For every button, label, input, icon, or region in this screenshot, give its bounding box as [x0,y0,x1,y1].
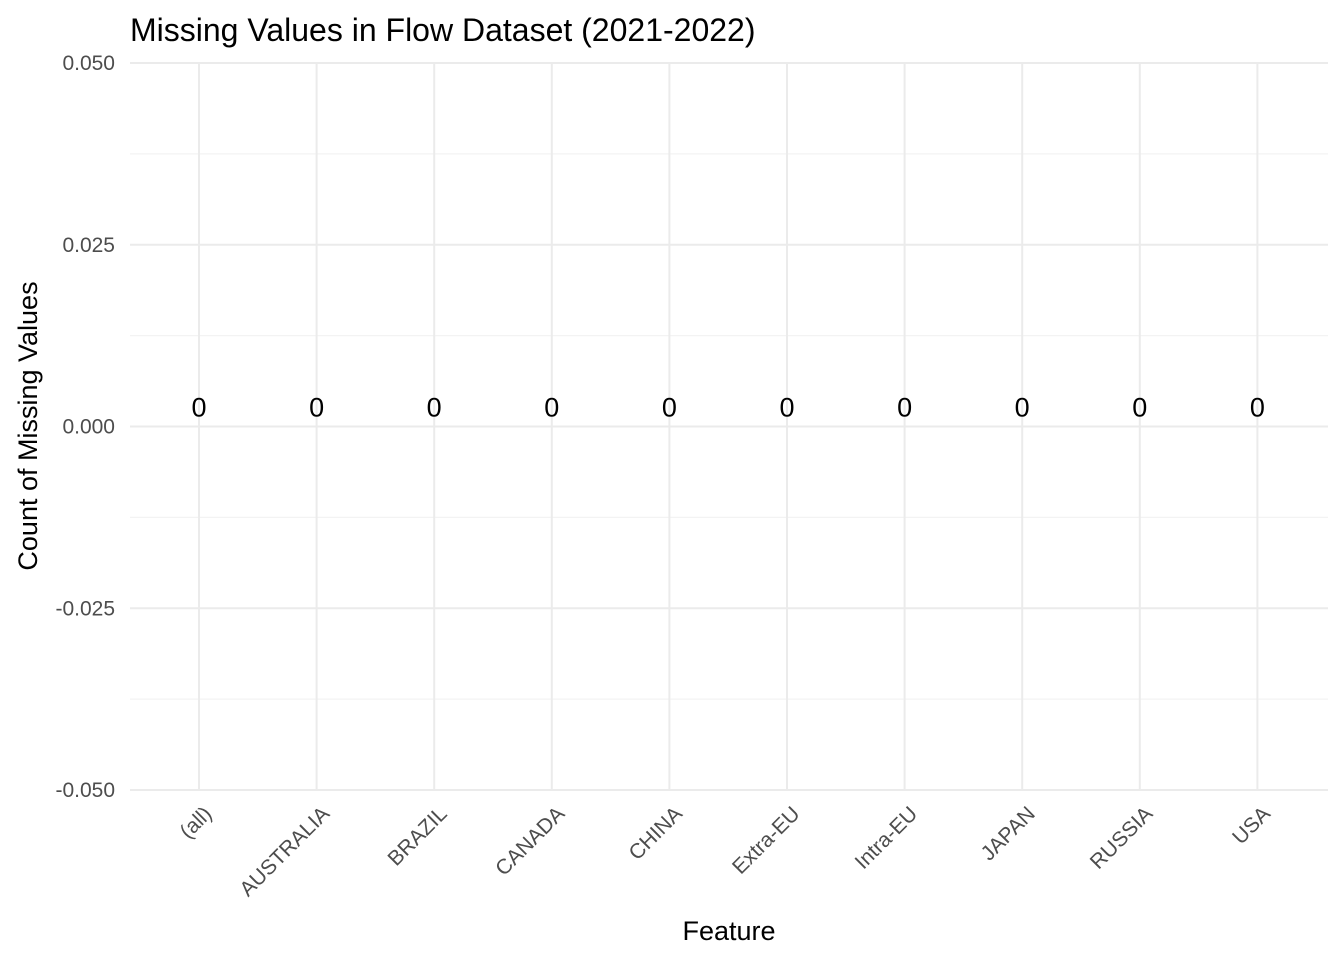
y-tick-label: -0.050 [55,779,115,802]
x-axis-ticks: (all) AUSTRALIA BRAZIL CANADA CHINA Extra-EU I… [176,802,1275,901]
y-tick-label: 0.025 [62,234,115,257]
y-axis-title: Count of Missing Values [13,281,43,570]
x-tick-label: RUSSIA [1086,802,1158,874]
bar-data-label: 0 [897,393,912,423]
y-tick-label: -0.025 [55,597,115,620]
x-tick-label: JAPAN [977,802,1040,865]
x-tick-label: Extra-EU [728,802,805,879]
bar-data-label: 0 [662,393,677,423]
y-axis-ticks: -0.050 -0.025 0.000 0.025 0.050 [55,52,115,802]
bar-data-label: 0 [544,393,559,423]
bar-data-label: 0 [779,393,794,423]
x-axis-title: Feature [682,916,775,946]
bar-data-label: 0 [1250,393,1265,423]
y-tick-label: 0.000 [62,416,115,439]
chart-title: Missing Values in Flow Dataset (2021-202… [130,12,755,48]
x-tick-label: BRAZIL [383,802,451,870]
x-tick-label: CANADA [491,802,569,880]
bar-data-label: 0 [1015,393,1030,423]
grid-layer [130,62,1328,791]
x-tick-label: AUSTRALIA [235,802,334,901]
bar-data-label: 0 [1132,393,1147,423]
x-tick-label: (all) [176,802,217,843]
y-tick-label: 0.050 [62,52,115,75]
bar-data-label: 0 [191,393,206,423]
bar-data-label: 0 [427,393,442,423]
x-tick-label: USA [1228,802,1275,849]
x-tick-label: CHINA [624,802,686,864]
x-tick-label: Intra-EU [851,802,923,874]
bar-data-label: 0 [309,393,324,423]
data-labels-layer: 0 0 0 0 0 0 0 0 0 0 [191,393,1264,423]
